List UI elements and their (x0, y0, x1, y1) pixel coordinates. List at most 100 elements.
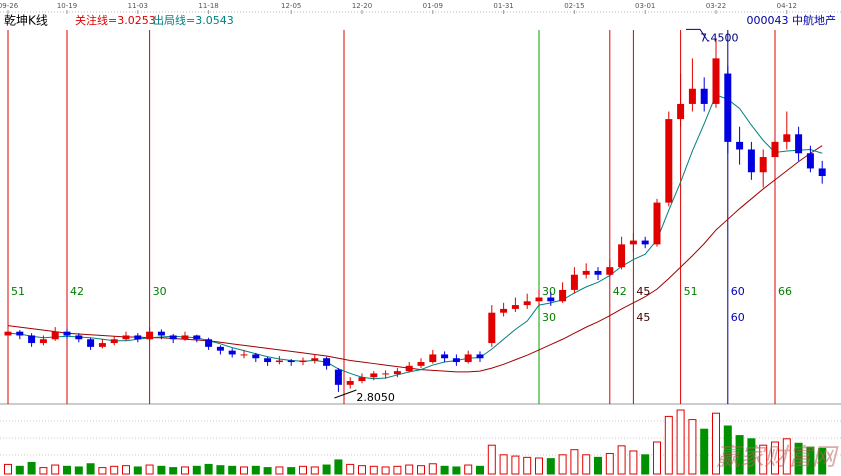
candle-body (370, 373, 378, 378)
stock-name: 000043 中航地产 (747, 13, 837, 27)
candle-body (441, 354, 449, 359)
volume-bar (511, 455, 520, 475)
volume-bar (782, 438, 791, 475)
candle-body (157, 331, 165, 336)
candle-body (98, 343, 106, 347)
volume-bar (15, 465, 24, 475)
candle-body (712, 58, 720, 104)
candle-body (346, 381, 354, 385)
candle-body (39, 339, 47, 344)
candle-body (488, 312, 496, 344)
candle-body (122, 335, 130, 340)
volume-bar (499, 454, 508, 475)
volume-bar (653, 441, 661, 475)
candle-body (323, 358, 331, 366)
volume-bar (723, 425, 732, 475)
signal-label: 60 (731, 285, 745, 298)
candle-body (771, 141, 779, 158)
x-tick-label: 01-31 (493, 2, 513, 10)
volume-bar (381, 466, 390, 475)
candle-body (4, 331, 12, 336)
volume-bar (582, 454, 591, 475)
volume-bar (476, 465, 484, 475)
volume-bar (700, 428, 709, 475)
candle-body (476, 354, 484, 359)
x-tick-label: 11-03 (128, 2, 148, 10)
candle-body (665, 119, 673, 203)
candle-body (110, 339, 118, 344)
candle-body (795, 134, 803, 154)
signal-label: 30 (542, 285, 556, 298)
volume-bar (204, 463, 213, 475)
candle-body (629, 240, 637, 245)
volume-bar (39, 467, 48, 475)
candle-body (618, 244, 626, 268)
volume-bar (440, 465, 449, 475)
candle-body (570, 274, 578, 290)
candle-body (146, 331, 154, 340)
candle-body (75, 335, 83, 340)
candle-body (417, 362, 425, 366)
volume-bar (617, 445, 626, 475)
candle-body (736, 141, 744, 150)
volume-bar (771, 441, 779, 475)
ma-line (7, 94, 823, 380)
volume-bar (794, 442, 803, 475)
volume-bar (74, 466, 83, 475)
volume-bar (4, 463, 12, 475)
volume-bar (428, 463, 437, 475)
chart-title: 乾坤K线 (4, 13, 48, 28)
volume-bar (228, 465, 237, 475)
candle-body (87, 339, 95, 347)
volume-bar (51, 464, 60, 475)
indicator: 出局线=3.0543 (153, 13, 234, 27)
candle-body (193, 335, 201, 340)
volume-bar (240, 466, 248, 475)
candle-body (783, 134, 791, 142)
candle-body (405, 365, 413, 372)
x-tick-label: 12-05 (281, 2, 301, 10)
volume-bar (535, 457, 543, 475)
volume-bar (346, 463, 355, 475)
volume-bar (275, 466, 284, 475)
ma-line (7, 145, 823, 373)
volume-bar (251, 465, 260, 475)
candle-body (641, 240, 649, 245)
volume-bar (358, 465, 366, 475)
volume-bar (570, 449, 579, 475)
candle-body (311, 358, 319, 361)
volume-bar (63, 465, 71, 475)
x-tick-label: 02-15 (564, 2, 584, 10)
volume-bar (369, 465, 378, 475)
volume-bar (747, 438, 756, 475)
candle-body (559, 289, 567, 302)
volume-bar (594, 456, 602, 475)
volume-bar (86, 463, 95, 475)
volume-bar (287, 467, 296, 475)
candle-body (252, 354, 260, 359)
indicator: 关注线=3.0253 (75, 13, 156, 27)
candle-body (511, 305, 519, 309)
volume-bar (523, 456, 532, 475)
volume-bar (181, 466, 189, 475)
volume-bar (393, 465, 402, 475)
candle-body (535, 297, 543, 302)
volume-bar (641, 454, 650, 475)
volume-bar (664, 415, 673, 475)
candle-body (134, 335, 142, 340)
candle-body (818, 168, 826, 177)
candle-body (240, 354, 248, 356)
volume-bar (216, 465, 225, 475)
volume-bar (98, 467, 107, 475)
candle-body (464, 354, 472, 363)
volume-bar (818, 447, 827, 475)
volume-bar (558, 454, 567, 475)
candle-body (547, 297, 555, 302)
volume-bar (263, 467, 272, 475)
candle-body (334, 369, 342, 385)
candle-body (653, 202, 661, 245)
annotation-pointer (334, 389, 357, 399)
candle-body (759, 157, 767, 173)
volume-bar (688, 419, 697, 475)
